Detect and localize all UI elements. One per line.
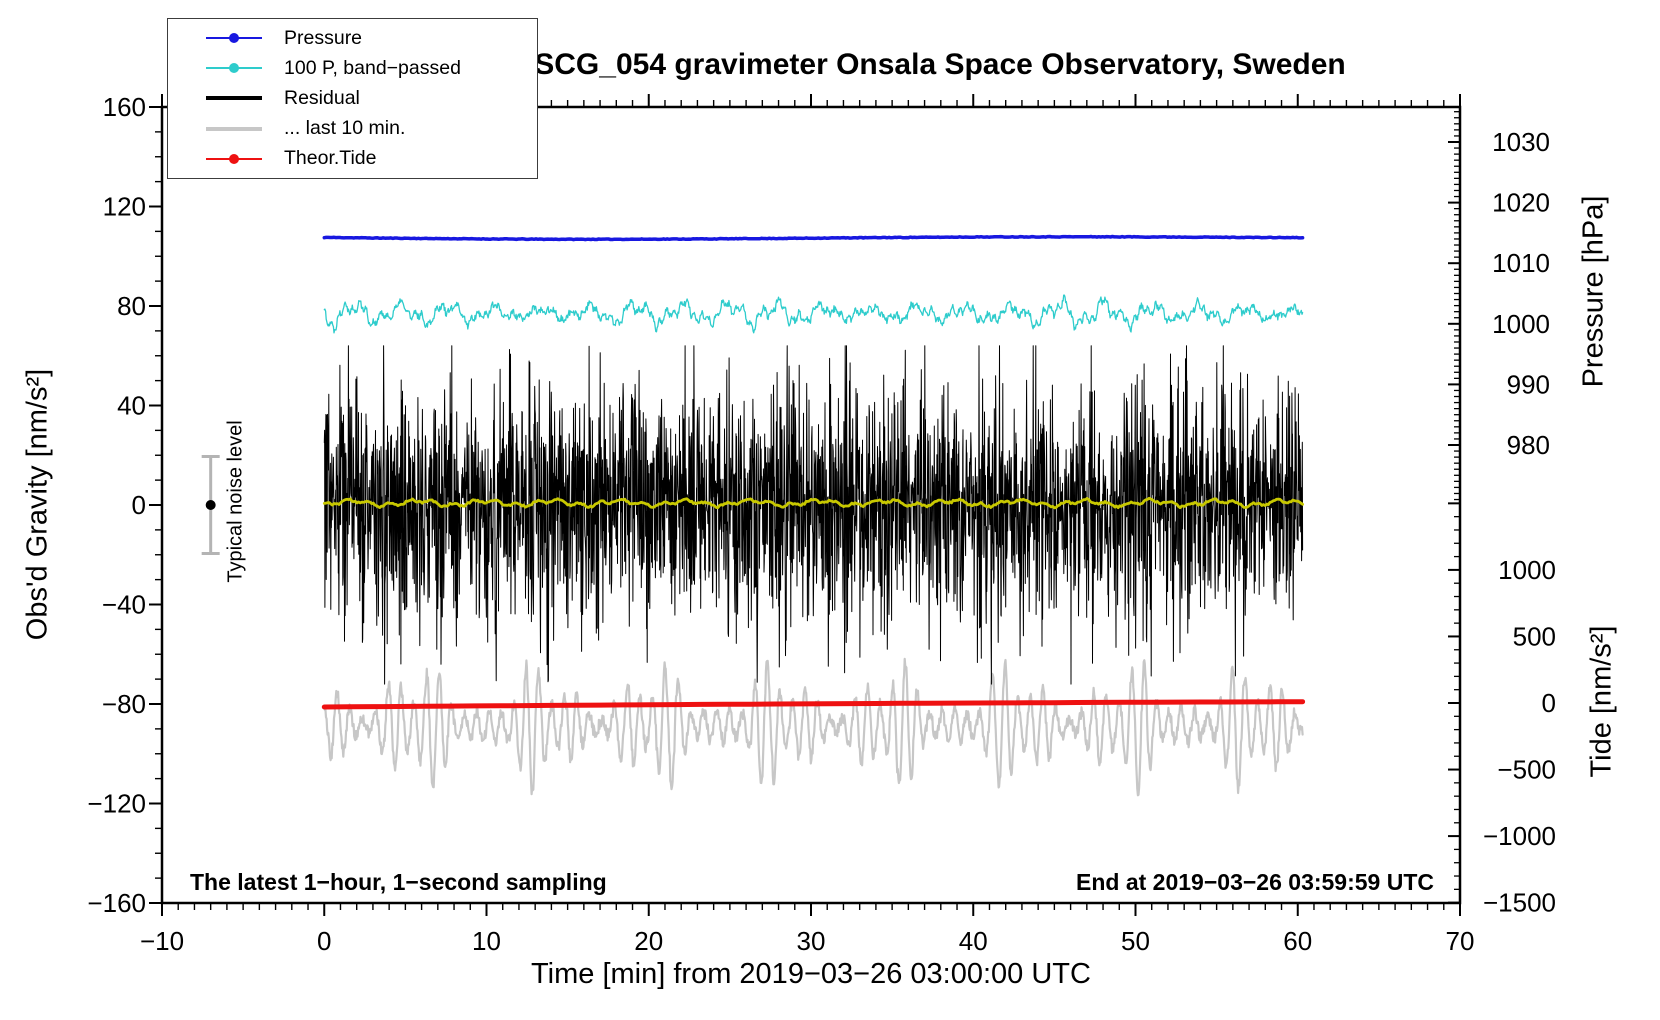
- x-tick-label: 20: [634, 926, 663, 956]
- legend-label: ... last 10 min.: [284, 117, 406, 140]
- legend-label: Pressure: [284, 26, 363, 49]
- noise-dot: [205, 500, 216, 510]
- pressure-tick-label: 1000: [1492, 309, 1550, 339]
- x-tick-label: 50: [1121, 926, 1150, 956]
- legend-row-theortide: Theor.Tide: [168, 145, 537, 173]
- last10min-line-icon: [206, 123, 262, 135]
- gravity-tick-label: −120: [87, 789, 146, 819]
- tide-tick-label: 500: [1513, 621, 1556, 651]
- noise-level-label: Typical noise level: [224, 420, 247, 583]
- page-title: SCG_054 gravimeter Onsala Space Observat…: [534, 48, 1346, 81]
- gravity-tick-label: −160: [87, 888, 146, 918]
- tide-axis-title: Tide [nm/s²]: [1585, 625, 1618, 778]
- series-theor-tide: [321, 699, 1306, 710]
- gravity-tick-label: −80: [102, 689, 146, 719]
- sampling-note: The latest 1−hour, 1−second sampling: [190, 869, 607, 895]
- theortide-line-icon: [206, 153, 262, 165]
- series-100-p-band-passed: [323, 294, 1304, 334]
- legend-label: Theor.Tide: [284, 147, 377, 170]
- series-pressure: [322, 234, 1305, 242]
- bandpassed-line-icon: [206, 62, 262, 74]
- tide-tick-label: −1000: [1483, 821, 1556, 851]
- gravity-tick-label: 120: [103, 192, 146, 222]
- x-tick-label: 70: [1446, 926, 1475, 956]
- end-time-note: End at 2019−03−26 03:59:59 UTC: [1076, 869, 1434, 895]
- legend: Pressure 100 P, band−passed Residual ...…: [167, 18, 538, 179]
- series-last-10-min: [323, 657, 1304, 797]
- x-tick-label: 60: [1283, 926, 1312, 956]
- series-residual: [323, 345, 1304, 685]
- pressure-tick-label: 1030: [1492, 127, 1550, 157]
- tide-tick-label: 1000: [1498, 555, 1556, 585]
- gravity-tick-label: −40: [102, 590, 146, 620]
- x-tick-label: 10: [472, 926, 501, 956]
- gravity-tick-label: 40: [117, 391, 146, 421]
- x-tick-label: 40: [959, 926, 988, 956]
- pressure-tick-label: 1010: [1492, 248, 1550, 278]
- x-axis-title: Time [min] from 2019−03−26 03:00:00 UTC: [531, 958, 1091, 990]
- x-tick-label: 30: [797, 926, 826, 956]
- legend-row-residual: Residual: [168, 84, 537, 112]
- legend-row-bandpassed: 100 P, band−passed: [168, 54, 537, 82]
- legend-label: Residual: [284, 86, 360, 109]
- gravity-tick-label: 160: [103, 92, 146, 122]
- pressure-line-icon: [206, 32, 262, 44]
- pressure-tick-label: 1020: [1492, 188, 1550, 218]
- tide-tick-label: 0: [1542, 688, 1556, 718]
- x-tick-label: −10: [140, 926, 184, 956]
- tide-tick-label: −500: [1497, 755, 1556, 785]
- gravity-tick-label: 0: [132, 490, 146, 520]
- legend-label: 100 P, band−passed: [284, 56, 461, 79]
- legend-row-pressure: Pressure: [168, 24, 537, 52]
- pressure-tick-label: 980: [1507, 430, 1550, 460]
- tide-tick-label: −1500: [1483, 888, 1556, 918]
- gravity-axis-title: Obs'd Gravity [nm/s²]: [21, 368, 54, 641]
- x-tick-label: 0: [317, 926, 331, 956]
- pressure-tick-label: 990: [1507, 369, 1550, 399]
- gravity-tick-label: 80: [117, 291, 146, 321]
- series-residual-smoothed: [322, 496, 1304, 510]
- legend-row-last10min: ... last 10 min.: [168, 115, 537, 143]
- residual-line-icon: [206, 92, 262, 104]
